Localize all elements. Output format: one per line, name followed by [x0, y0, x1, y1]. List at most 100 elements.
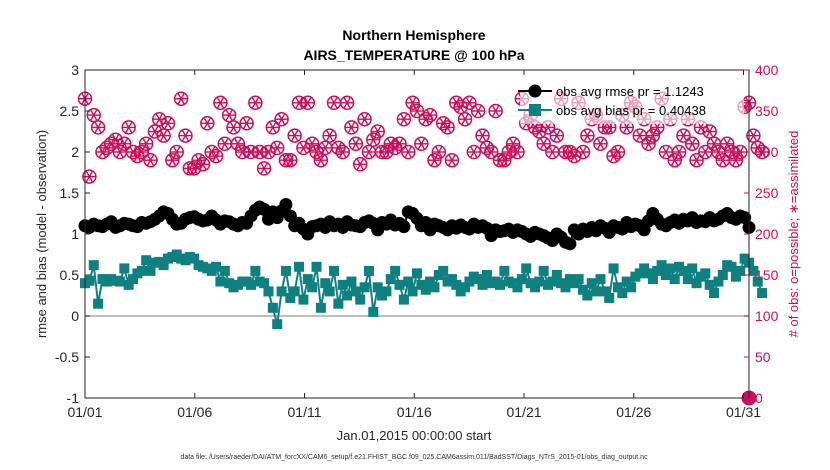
obs-assimilated-marker	[489, 105, 502, 117]
obs-assimilated-marker	[459, 113, 472, 125]
bias-point	[438, 265, 449, 276]
bias-point	[311, 261, 322, 272]
obs-assimilated-marker	[153, 113, 166, 125]
obs-possible-marker	[405, 95, 420, 111]
obs-assimilated-marker	[118, 138, 131, 150]
obs-possible-marker	[366, 132, 381, 147]
obs-assimilated-marker	[354, 158, 367, 170]
x-tick-label: 01/16	[397, 404, 432, 420]
obs-assimilated-marker	[415, 138, 428, 150]
bias-point	[495, 279, 505, 290]
obs-assimilated-marker	[175, 93, 188, 105]
obs-assimilated-marker	[349, 138, 362, 150]
obs-assimilated-marker	[686, 138, 699, 150]
obs-assimilated-marker	[703, 125, 716, 138]
obs-possible-marker	[488, 103, 503, 119]
bias-point	[211, 261, 222, 272]
obs-assimilated-marker	[87, 109, 100, 121]
obs-assimilated-marker	[301, 97, 314, 109]
obs-assimilated-marker	[660, 146, 672, 158]
plot-area	[85, 70, 749, 398]
obs-assimilated-marker	[262, 146, 275, 158]
bias-point	[350, 286, 361, 297]
obs-possible-marker	[213, 95, 228, 111]
x-tick-label: 01/01	[67, 404, 102, 420]
legend: obs avg rmse pr = 1.1243 obs avg bias pr…	[518, 80, 744, 124]
bias-point	[521, 263, 532, 274]
obs-possible-marker	[256, 161, 272, 176]
obs-assimilated-marker	[122, 121, 135, 133]
y-tick-label: 1.5	[60, 185, 80, 201]
obs-possible-marker	[86, 107, 101, 123]
obs-assimilated-marker	[445, 154, 458, 166]
bias-point	[128, 274, 139, 285]
obs-assimilated-marker	[319, 142, 332, 154]
obs-assimilated-marker	[358, 113, 371, 125]
bias-point	[669, 274, 680, 285]
obs-possible-marker	[475, 128, 490, 143]
bias-point	[390, 265, 401, 276]
obs-assimilated-marker	[218, 138, 231, 150]
obs-possible-marker	[239, 116, 254, 131]
bias-point	[604, 292, 615, 303]
obs-possible-marker	[165, 152, 180, 168]
y-right-tick-label: 300	[755, 144, 779, 160]
x-tick-label: 01/26	[616, 404, 651, 420]
bias-point	[678, 265, 689, 276]
bias-point	[591, 286, 602, 297]
obs-assimilated-marker	[581, 130, 594, 142]
obs-assimilated-marker	[633, 130, 646, 142]
obs-possible-marker	[221, 107, 237, 123]
bias-point	[267, 302, 278, 313]
obs-assimilated-marker	[201, 117, 214, 129]
legend-bias-marker	[529, 104, 541, 116]
obs-possible-marker	[728, 152, 744, 168]
bias-point	[324, 286, 335, 297]
bias-point	[704, 279, 715, 290]
bias-point	[621, 276, 632, 287]
bias-point	[538, 265, 549, 276]
obs-assimilated-marker	[258, 162, 271, 174]
bias-point	[752, 276, 763, 287]
bias-point	[717, 270, 728, 280]
obs-possible-marker	[226, 120, 241, 135]
obs-assimilated-marker	[611, 146, 624, 158]
obs-possible-marker	[322, 128, 337, 143]
bias-point	[735, 265, 746, 276]
x-axis: 01/01 01/06 01/11 01/16 01/21 01/26 01/31	[67, 70, 761, 420]
obs-possible-marker	[444, 152, 460, 168]
obs-assimilated-marker	[476, 130, 489, 142]
obs-possible-marker	[457, 111, 473, 127]
right-axis: 0 50 100 150 200 250 300 350 400	[744, 62, 779, 406]
bias-point	[363, 265, 374, 276]
obs-possible-marker	[287, 128, 302, 143]
obs-assimilated-marker	[402, 146, 415, 158]
obs-assimilated-marker	[223, 109, 236, 121]
obs-assimilated-marker	[546, 146, 559, 158]
bias-point	[652, 265, 663, 276]
obs-possible-marker	[173, 91, 189, 106]
y-right-tick-label: 50	[755, 349, 771, 365]
bias-point	[289, 286, 300, 297]
y-right-tick-label: 400	[755, 62, 779, 78]
rmse-point	[738, 211, 752, 225]
obs-possible-marker	[580, 128, 595, 143]
bias-point	[420, 284, 431, 295]
obs-assimilated-marker	[463, 97, 476, 109]
obs-possible-marker	[138, 136, 154, 152]
legend-rmse-marker	[528, 84, 542, 98]
y-axis-right-label: # of obs: o=possible; ∗=assimilated	[786, 131, 801, 338]
obs-assimilated-marker	[467, 146, 480, 158]
bias-point	[119, 263, 130, 274]
x-tick-label: 01/31	[726, 404, 761, 420]
obs-possible-marker	[178, 128, 193, 143]
obs-assimilated-marker	[411, 105, 423, 117]
bias-point	[595, 274, 606, 285]
bias-point	[136, 265, 147, 276]
obs-assimilated-marker	[157, 130, 170, 142]
y-tick-label: 2.5	[60, 103, 80, 119]
bias-point	[259, 278, 270, 289]
bias-point	[682, 274, 693, 285]
obs-assimilated-marker	[249, 97, 262, 109]
